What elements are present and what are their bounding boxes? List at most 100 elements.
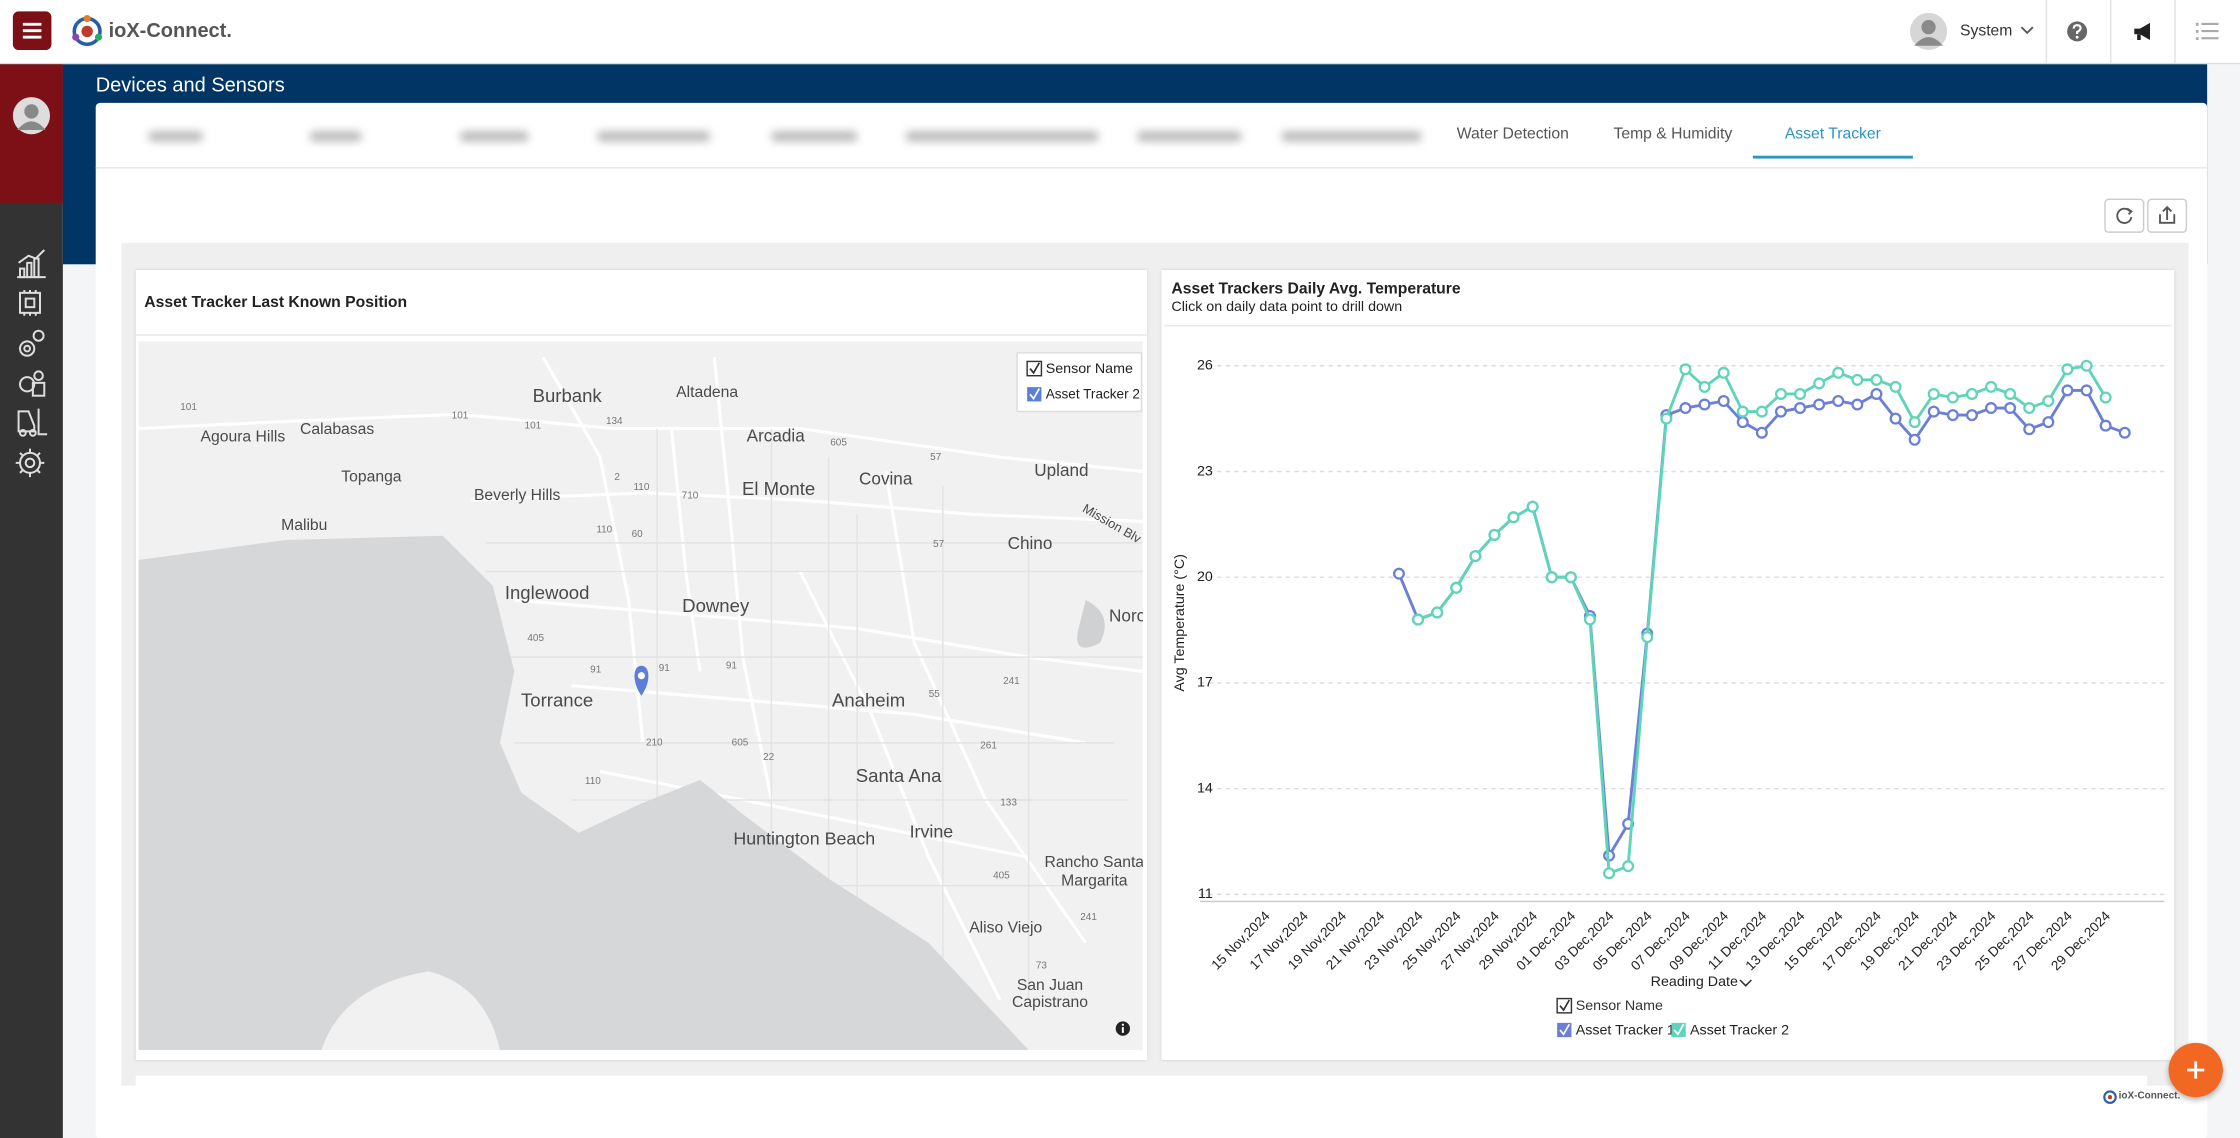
data-point[interactable]	[1965, 387, 1978, 400]
data-point[interactable]	[1927, 387, 1940, 400]
tab[interactable]: Water Detection	[1456, 125, 1569, 143]
sidebar-avatar[interactable]	[11, 96, 51, 136]
data-point[interactable]	[2080, 384, 2093, 397]
data-point[interactable]	[2042, 416, 2055, 429]
user-avatar[interactable]	[1909, 11, 1949, 51]
data-point[interactable]	[1603, 867, 1616, 880]
y-tick-label: 11	[1198, 886, 1213, 902]
data-point[interactable]	[2023, 423, 2036, 436]
add-button[interactable]	[2168, 1042, 2223, 1098]
data-point[interactable]	[1813, 398, 1826, 411]
data-point[interactable]	[2004, 402, 2017, 415]
tab-blurred[interactable]	[1281, 131, 1422, 142]
gear-icon[interactable]	[15, 448, 45, 478]
data-point[interactable]	[2004, 387, 2017, 400]
data-point[interactable]	[2023, 402, 2036, 415]
data-point[interactable]	[1832, 366, 1845, 379]
road-label: 110	[596, 525, 612, 536]
data-point[interactable]	[2080, 359, 2093, 372]
x-axis-label[interactable]: Reading Date	[1651, 974, 1738, 990]
data-point[interactable]	[1583, 613, 1596, 626]
map-place: Chino	[1008, 533, 1053, 553]
data-point[interactable]	[1622, 860, 1635, 873]
data-point[interactable]	[1660, 412, 1673, 425]
data-point[interactable]	[1736, 405, 1749, 418]
data-point[interactable]	[1870, 373, 1883, 386]
data-point[interactable]	[1774, 387, 1787, 400]
chart-subtitle: Click on daily data point to drill down	[1171, 299, 1402, 315]
map-pin[interactable]	[634, 665, 649, 696]
tab-blurred[interactable]	[459, 131, 529, 142]
data-point[interactable]	[2099, 419, 2112, 432]
tab-blurred[interactable]	[771, 131, 858, 142]
data-point[interactable]	[1794, 387, 1807, 400]
data-point[interactable]	[1641, 631, 1654, 644]
data-point[interactable]	[1717, 366, 1730, 379]
road-label: 605	[732, 737, 749, 748]
tab-blurred[interactable]	[1137, 131, 1242, 142]
data-point[interactable]	[1927, 405, 1940, 418]
data-point[interactable]	[1507, 511, 1520, 524]
settings-icon[interactable]	[18, 329, 45, 357]
data-point[interactable]	[1889, 412, 1902, 425]
data-point[interactable]	[1794, 402, 1807, 415]
data-point[interactable]	[1488, 528, 1501, 541]
data-point[interactable]	[1526, 500, 1539, 513]
data-point[interactable]	[1908, 433, 1921, 446]
data-point[interactable]	[1736, 416, 1749, 429]
data-point[interactable]	[1392, 567, 1405, 580]
map[interactable]: Burbank Altadena Agoura Hills Calabasas Arca…	[138, 341, 1143, 1050]
data-point[interactable]	[2042, 395, 2055, 408]
map-place: Upland	[1034, 460, 1088, 480]
x-axis-chevron[interactable]	[1739, 979, 1752, 987]
data-point[interactable]	[1965, 409, 1978, 422]
data-point[interactable]	[2118, 426, 2131, 439]
data-point[interactable]	[1698, 398, 1711, 411]
config-icon[interactable]	[18, 370, 46, 397]
data-point[interactable]	[1450, 581, 1463, 594]
data-point[interactable]	[1469, 550, 1482, 563]
data-point[interactable]	[1946, 409, 1959, 422]
tab-blurred[interactable]	[597, 131, 710, 142]
data-point[interactable]	[1755, 426, 1768, 439]
user-name[interactable]: System	[1959, 22, 2013, 40]
tab-blurred[interactable]	[148, 131, 203, 142]
tab-active[interactable]: Asset Tracker	[1784, 125, 1881, 143]
data-point[interactable]	[1832, 395, 1845, 408]
forklift-icon[interactable]	[17, 408, 48, 437]
data-point[interactable]	[1774, 405, 1787, 418]
data-point[interactable]	[1870, 387, 1883, 400]
data-point[interactable]	[1698, 380, 1711, 393]
refresh-button[interactable]	[2104, 198, 2145, 233]
tab[interactable]: Temp & Humidity	[1613, 125, 1733, 143]
help-icon[interactable]	[2066, 20, 2089, 43]
data-point[interactable]	[1755, 405, 1768, 418]
data-point[interactable]	[2061, 384, 2074, 397]
data-point[interactable]	[1889, 380, 1902, 393]
data-point[interactable]	[1851, 373, 1864, 386]
data-point[interactable]	[1717, 395, 1730, 408]
data-point[interactable]	[2061, 363, 2074, 376]
export-button[interactable]	[2147, 198, 2188, 233]
data-point[interactable]	[1813, 377, 1826, 390]
data-point[interactable]	[2099, 391, 2112, 404]
data-point[interactable]	[1851, 398, 1864, 411]
tab-blurred[interactable]	[309, 131, 362, 142]
menu-button[interactable]	[12, 11, 52, 50]
devices-icon[interactable]	[18, 289, 41, 316]
analytics-icon[interactable]	[17, 249, 46, 279]
data-point[interactable]	[1545, 571, 1558, 584]
road-label: 241	[1003, 676, 1020, 687]
data-point[interactable]	[1985, 380, 1998, 393]
data-point[interactable]	[1985, 402, 1998, 415]
list-icon[interactable]	[2195, 21, 2219, 41]
tab-blurred[interactable]	[905, 131, 1099, 142]
data-point[interactable]	[1564, 571, 1577, 584]
data-point[interactable]	[1679, 402, 1692, 415]
data-point[interactable]	[1412, 613, 1425, 626]
data-point[interactable]	[1908, 416, 1921, 429]
data-point[interactable]	[1946, 391, 1959, 404]
data-point[interactable]	[1679, 363, 1692, 376]
data-point[interactable]	[1431, 606, 1444, 619]
announce-icon[interactable]	[2131, 20, 2154, 43]
